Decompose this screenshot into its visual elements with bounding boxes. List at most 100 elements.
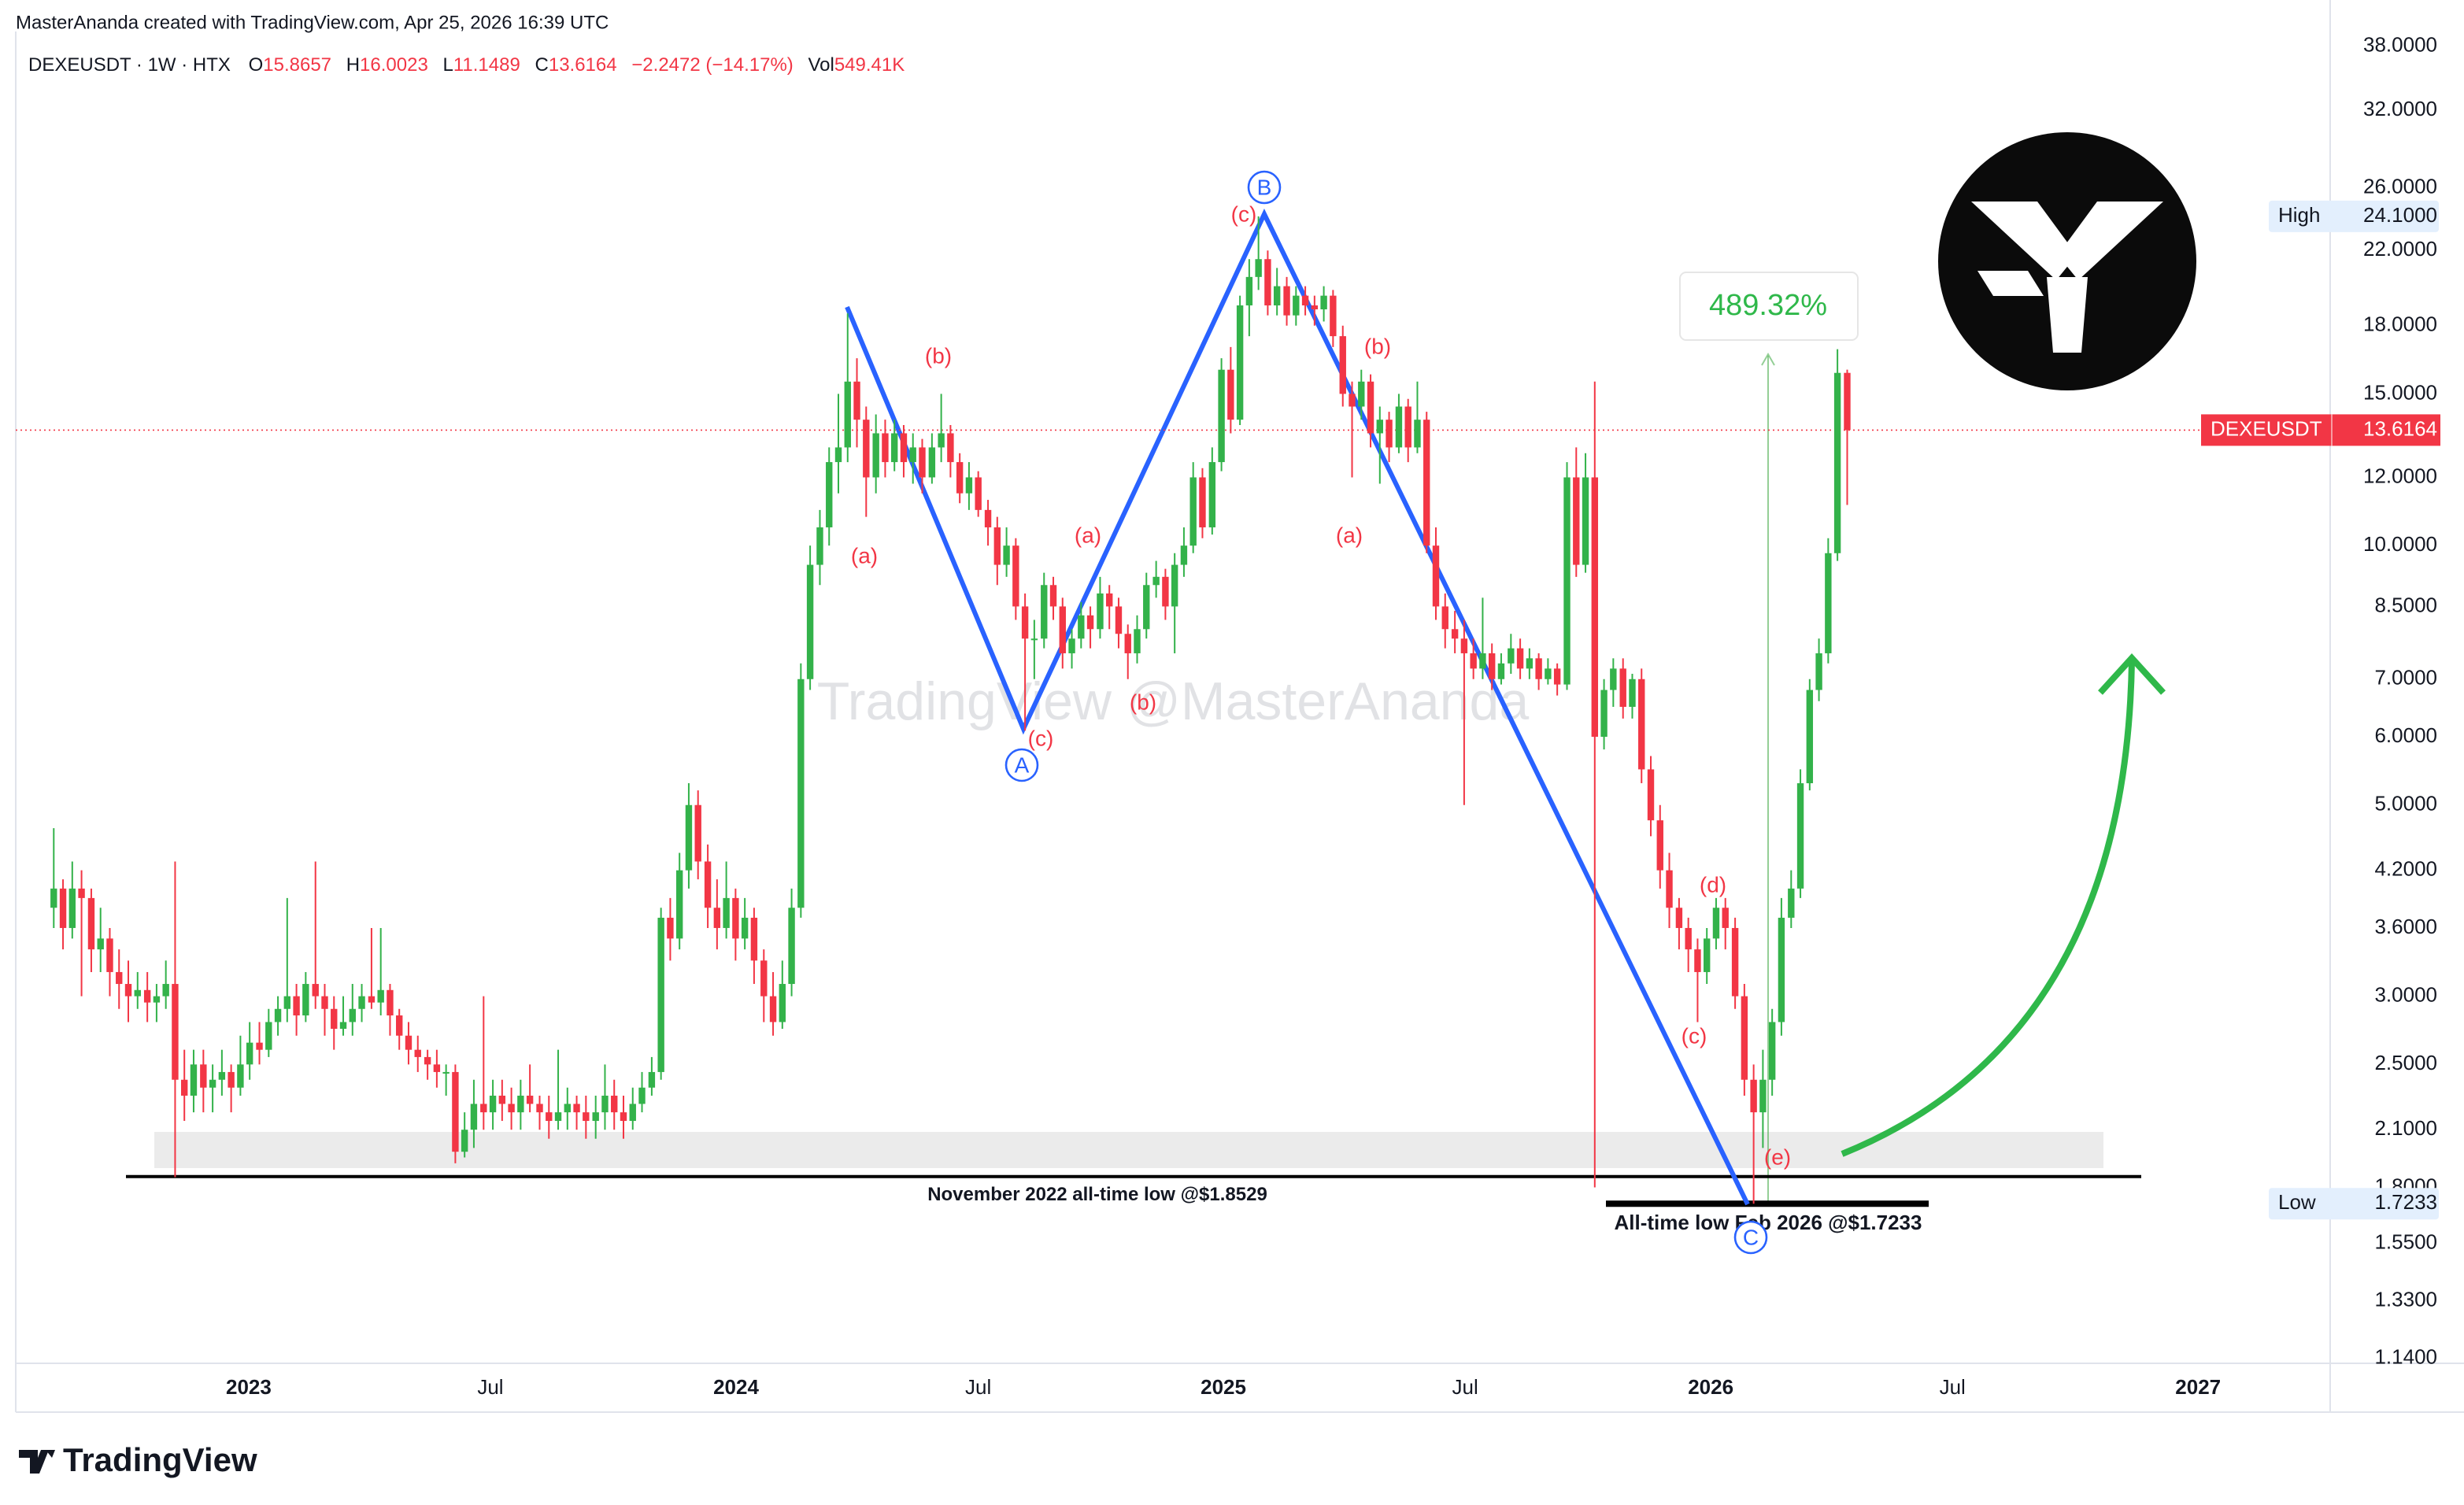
y-tick-label: 5.0000 <box>2374 792 2437 815</box>
candle-body <box>938 433 945 448</box>
y-tick-label: 1.5500 <box>2374 1230 2437 1253</box>
price-label-name: Low <box>2278 1190 2316 1214</box>
x-tick-label: Jul <box>1940 1375 1966 1399</box>
y-tick-label: 1.3300 <box>2374 1287 2437 1311</box>
candle-body <box>536 1104 543 1113</box>
candle-body <box>1049 585 1057 607</box>
forecast-arrow <box>1841 653 2166 1157</box>
candle-body <box>1041 585 1048 639</box>
candle-body <box>1097 593 1104 630</box>
wave-circle <box>1733 1220 1768 1255</box>
candle-body <box>59 888 67 928</box>
wave-circle <box>1247 170 1282 205</box>
candle-body <box>1236 305 1244 420</box>
candles <box>50 216 1851 1204</box>
frame <box>15 0 2464 1413</box>
candle-body <box>704 861 712 908</box>
candle-body <box>1358 381 1365 407</box>
candle-body <box>162 984 169 997</box>
candle-body <box>1703 938 1711 972</box>
candle-body <box>1208 462 1216 527</box>
x-tick-label: 2024 <box>713 1375 759 1399</box>
candle-body <box>1367 381 1374 434</box>
candle-body <box>975 477 982 510</box>
candle-body <box>1460 638 1468 653</box>
wave-annotation: (a) <box>1075 523 1101 547</box>
candle-body <box>1488 653 1496 679</box>
candle-body <box>1497 663 1505 679</box>
candle-body <box>872 433 879 478</box>
candle-body <box>1553 668 1561 685</box>
candle-body <box>1171 564 1178 607</box>
candle-body <box>834 447 842 463</box>
y-tick-label: 32.0000 <box>2363 97 2437 120</box>
candle-body <box>620 1112 627 1122</box>
candle-body <box>358 996 365 1009</box>
candle-body <box>1600 690 1608 738</box>
legend-header: DEXEUSDT · 1W · HTX O15.8657 H16.0023 L1… <box>28 54 905 76</box>
candle-body <box>1629 679 1636 708</box>
candle-body <box>68 888 76 928</box>
candle-body <box>1320 295 1327 310</box>
candle-body <box>1386 420 1393 448</box>
candle-body <box>405 1035 413 1050</box>
candle-body <box>1844 372 1851 431</box>
y-tick-label: 38.0000 <box>2363 32 2437 56</box>
level-label: All-time low Feb 2026 @$1.7233 <box>1615 1211 1922 1234</box>
candle-body <box>498 1095 506 1104</box>
candle-body <box>1264 259 1271 305</box>
candle-body <box>1526 658 1534 669</box>
candle-body <box>863 420 870 478</box>
candle-body <box>302 984 309 1016</box>
x-tick-label: Jul <box>477 1375 503 1399</box>
wave-annotation: (b) <box>1364 334 1391 358</box>
y-tick-label: 22.0000 <box>2363 237 2437 261</box>
candle-body <box>470 1104 478 1130</box>
candle-body <box>1432 545 1440 607</box>
candle-body <box>1694 949 1701 972</box>
logo-shape <box>1977 271 2044 296</box>
candle-body <box>667 917 674 939</box>
y-tick-label: 1.1400 <box>2374 1345 2437 1369</box>
candle-body <box>1245 276 1253 305</box>
forecast-curve <box>1841 660 2135 1157</box>
candle-body <box>1349 394 1356 407</box>
candle-body <box>1582 477 1589 565</box>
wave-annotation: (b) <box>1130 690 1156 714</box>
high-value: 16.0023 <box>360 54 428 76</box>
candle-body <box>611 1095 618 1113</box>
support-zone <box>154 1132 2103 1168</box>
candle-body <box>256 1042 263 1050</box>
logo-shape <box>1971 202 2077 280</box>
volume-value: 549.41K <box>834 54 905 76</box>
wave-annotation: (b) <box>925 343 952 368</box>
candle-body <box>573 1104 580 1113</box>
level-label: November 2022 all-time low @$1.8529 <box>927 1184 1267 1205</box>
attribution: MasterAnanda created with TradingView.co… <box>16 12 609 33</box>
high-label: H <box>346 54 360 76</box>
candle-body <box>685 804 693 871</box>
candle-body <box>1376 420 1383 434</box>
candle-body <box>1516 648 1524 669</box>
candle-body <box>890 433 898 463</box>
candle-body <box>1414 420 1421 448</box>
candle-body <box>1068 638 1075 653</box>
y-tick-label: 26.0000 <box>2363 175 2437 198</box>
candle-body <box>50 888 57 908</box>
wave-label: B <box>1257 175 1272 199</box>
candle-body <box>1423 420 1430 546</box>
candle-body <box>1545 668 1552 679</box>
candle-body <box>190 1064 198 1096</box>
candle-body <box>741 917 749 939</box>
candle-body <box>1059 606 1066 653</box>
x-tick-label: Jul <box>965 1375 991 1399</box>
candle-body <box>1768 1022 1776 1080</box>
candle-body <box>1685 927 1692 950</box>
candle-body <box>172 984 179 1080</box>
candle-body <box>947 433 954 463</box>
candle-body <box>853 381 860 420</box>
low-value: 11.1489 <box>453 54 520 76</box>
candle-body <box>246 1042 253 1065</box>
candle-body <box>78 888 85 898</box>
